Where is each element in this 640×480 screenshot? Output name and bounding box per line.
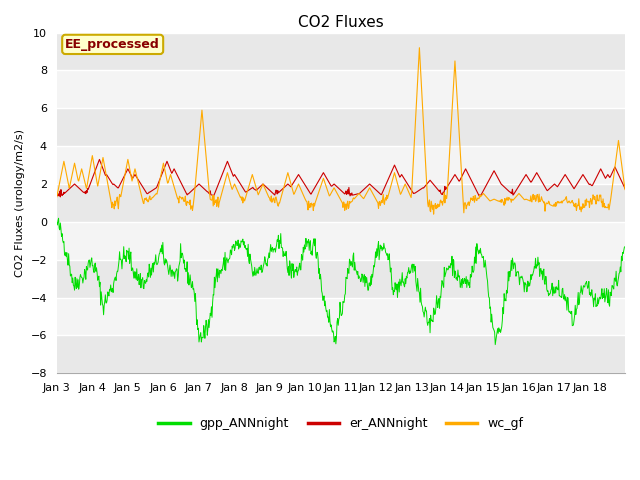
gpp_ANNnight bbox=[603, 286, 611, 291]
Bar bbox=[57, 146, 625, 184]
er_ANNnight bbox=[95, 156, 103, 162]
wc_gf bbox=[430, 211, 438, 217]
gpp_ANNnight bbox=[53, 219, 61, 225]
er_ANNnight bbox=[56, 194, 64, 200]
Line: gpp_ANNnight: gpp_ANNnight bbox=[57, 218, 625, 345]
er_ANNnight bbox=[81, 190, 88, 196]
Text: EE_processed: EE_processed bbox=[65, 38, 160, 51]
gpp_ANNnight bbox=[159, 240, 166, 245]
Bar bbox=[57, 33, 625, 71]
gpp_ANNnight bbox=[81, 266, 88, 272]
Bar bbox=[57, 298, 625, 336]
Y-axis label: CO2 Fluxes (urology/m2/s): CO2 Fluxes (urology/m2/s) bbox=[15, 129, 25, 277]
gpp_ANNnight bbox=[54, 216, 62, 221]
gpp_ANNnight bbox=[621, 244, 629, 250]
er_ANNnight bbox=[290, 179, 298, 185]
Bar bbox=[57, 71, 625, 108]
Bar bbox=[57, 108, 625, 146]
Title: CO2 Fluxes: CO2 Fluxes bbox=[298, 15, 384, 30]
gpp_ANNnight bbox=[388, 287, 396, 292]
wc_gf bbox=[621, 187, 629, 192]
er_ANNnight bbox=[389, 166, 397, 172]
Bar bbox=[57, 222, 625, 260]
wc_gf bbox=[159, 166, 166, 172]
wc_gf bbox=[415, 45, 423, 50]
Line: er_ANNnight: er_ANNnight bbox=[57, 159, 625, 197]
er_ANNnight bbox=[621, 186, 629, 192]
gpp_ANNnight bbox=[594, 295, 602, 301]
wc_gf bbox=[53, 194, 61, 200]
wc_gf bbox=[80, 176, 88, 181]
wc_gf bbox=[594, 197, 602, 203]
wc_gf bbox=[603, 204, 611, 210]
er_ANNnight bbox=[159, 168, 167, 173]
Legend: gpp_ANNnight, er_ANNnight, wc_gf: gpp_ANNnight, er_ANNnight, wc_gf bbox=[154, 412, 529, 435]
er_ANNnight bbox=[53, 192, 61, 198]
gpp_ANNnight bbox=[492, 342, 499, 348]
wc_gf bbox=[289, 187, 296, 193]
wc_gf bbox=[388, 180, 396, 186]
er_ANNnight bbox=[603, 174, 611, 180]
Line: wc_gf: wc_gf bbox=[57, 48, 625, 214]
Bar bbox=[57, 260, 625, 298]
gpp_ANNnight bbox=[289, 261, 297, 267]
Bar bbox=[57, 336, 625, 373]
Bar bbox=[57, 184, 625, 222]
er_ANNnight bbox=[594, 172, 602, 178]
